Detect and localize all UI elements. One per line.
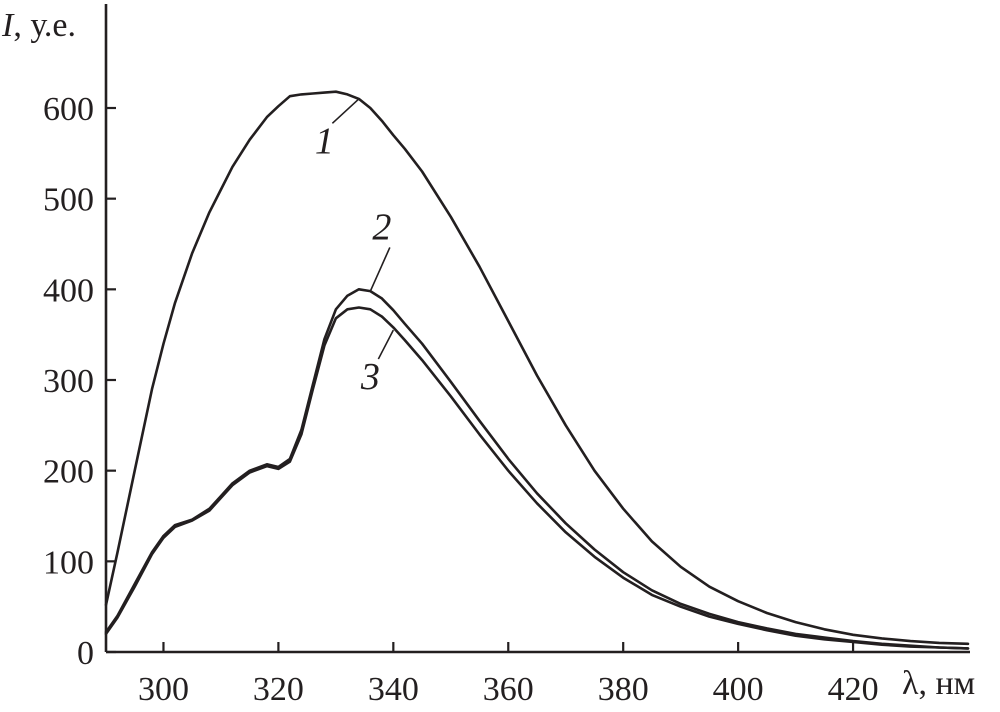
curve-label-leader [331, 98, 360, 124]
axis-titles: I, у.е. λ, нм [1, 7, 975, 702]
x-tick-label: 420 [828, 671, 879, 708]
x-axis-title: λ, нм [902, 665, 975, 702]
x-tick-label: 300 [138, 671, 189, 708]
y-axis-variable: I [1, 7, 15, 44]
series-line-1 [104, 90, 970, 646]
series-group [104, 90, 970, 650]
y-tick-label: 0 [77, 635, 94, 672]
curve-label-leader [377, 329, 395, 360]
ticks: 300 320 340 360 380 400 420 0 100 200 300 400 500 600 [43, 91, 879, 708]
series-line-3 [104, 306, 970, 650]
y-tick-label: 200 [43, 454, 94, 491]
y-tick-label: 400 [43, 272, 94, 309]
y-axis-unit: , у.е. [13, 7, 76, 44]
y-axis-title: I, у.е. [1, 7, 76, 44]
curve-label-2: 2 [372, 206, 391, 248]
axes [104, 4, 970, 654]
y-tick-label: 500 [43, 182, 94, 219]
x-tick-label: 360 [483, 671, 534, 708]
y-tick-label: 100 [43, 544, 94, 581]
y-tick-label: 300 [43, 363, 94, 400]
curve-label-1: 1 [315, 120, 334, 162]
x-tick-label: 340 [368, 671, 419, 708]
x-tick-label: 320 [253, 671, 304, 708]
x-tick-label: 400 [713, 671, 764, 708]
curve-label-leader [369, 247, 391, 292]
curve-label-3: 3 [360, 356, 380, 398]
curve-labels: 1 2 3 [315, 98, 395, 398]
series-line-2 [104, 288, 970, 650]
x-tick-label: 380 [598, 671, 649, 708]
y-tick-label: 600 [43, 91, 94, 128]
